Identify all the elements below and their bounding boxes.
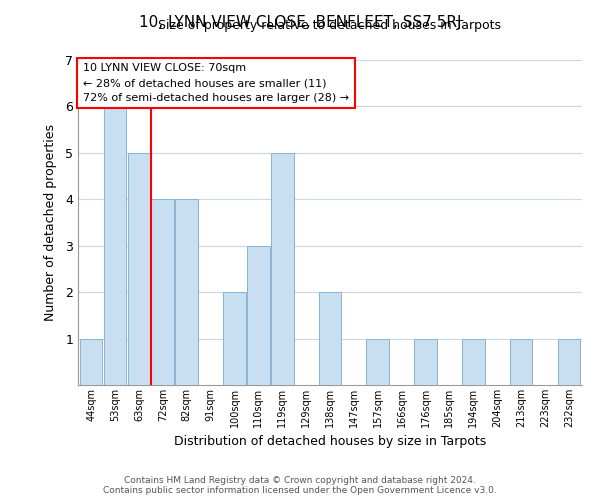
Bar [367, 338, 389, 385]
Bar [414, 338, 437, 385]
Bar [175, 200, 198, 385]
Bar [510, 338, 532, 385]
Y-axis label: Number of detached properties: Number of detached properties [44, 124, 57, 321]
Bar [128, 153, 150, 385]
Bar [223, 292, 246, 385]
Title: Size of property relative to detached houses in Tarpots: Size of property relative to detached ho… [158, 20, 502, 32]
Bar [247, 246, 269, 385]
Bar [151, 200, 174, 385]
Bar [80, 338, 103, 385]
X-axis label: Distribution of detached houses by size in Tarpots: Distribution of detached houses by size … [174, 436, 486, 448]
Bar [271, 153, 293, 385]
Bar [104, 106, 127, 385]
Bar [557, 338, 580, 385]
Text: 10 LYNN VIEW CLOSE: 70sqm
← 28% of detached houses are smaller (11)
72% of semi-: 10 LYNN VIEW CLOSE: 70sqm ← 28% of detac… [83, 63, 349, 103]
Text: 10, LYNN VIEW CLOSE, BENFLEET, SS7 5RJ: 10, LYNN VIEW CLOSE, BENFLEET, SS7 5RJ [139, 15, 461, 30]
Bar [462, 338, 485, 385]
Bar [319, 292, 341, 385]
Text: Contains HM Land Registry data © Crown copyright and database right 2024.
Contai: Contains HM Land Registry data © Crown c… [103, 476, 497, 495]
